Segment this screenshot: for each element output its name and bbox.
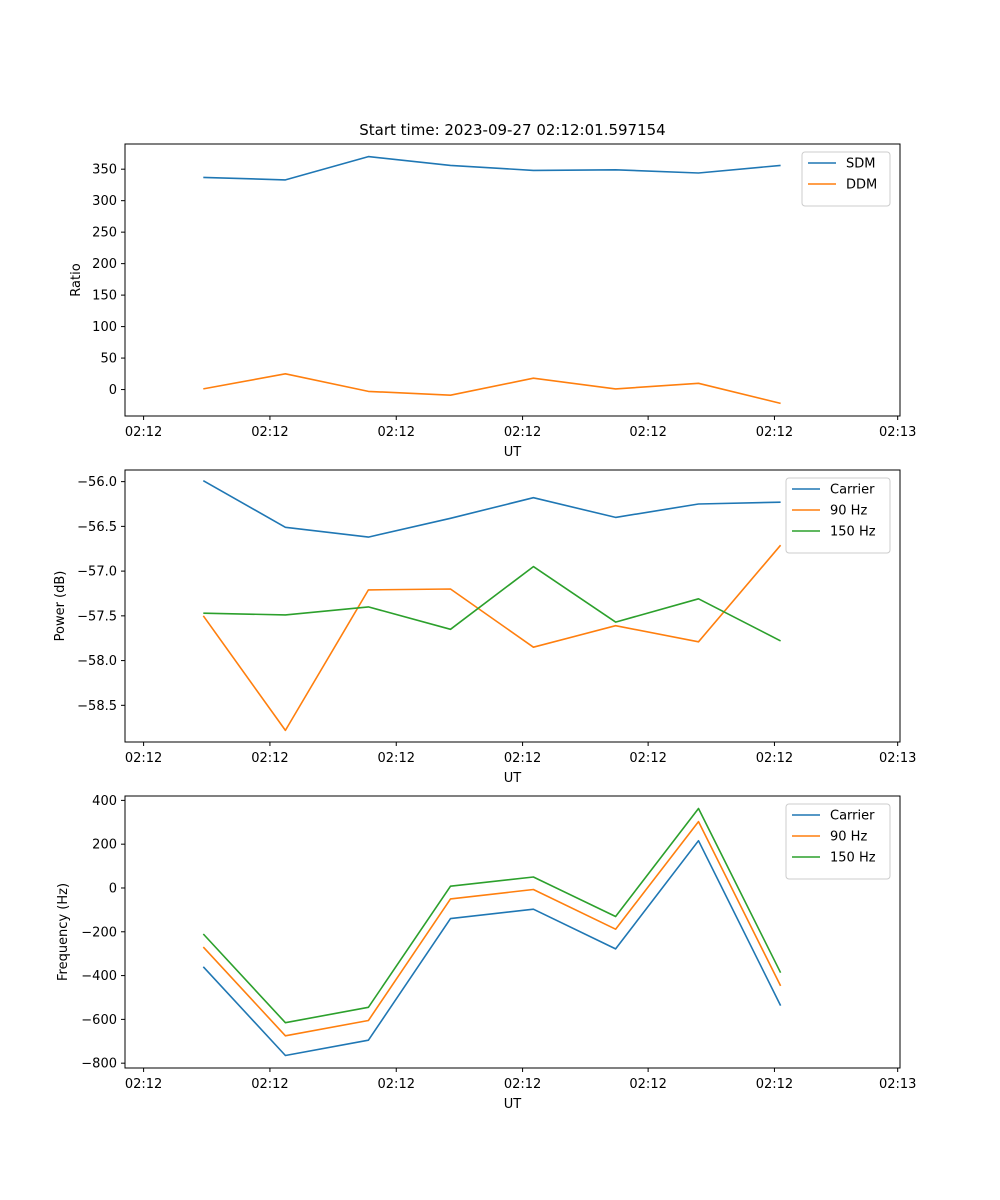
series-line-ddm: [203, 372, 781, 405]
x-tick-label: 02:12: [378, 425, 415, 440]
x-tick-label: 02:12: [378, 751, 415, 766]
legend-label: 150 Hz: [830, 851, 876, 866]
x-axis-label: UT: [504, 445, 522, 460]
y-tick-label: 0: [109, 881, 117, 896]
series-line-90-hz: [202, 544, 782, 732]
y-axis-label: Ratio: [69, 263, 84, 296]
series-line-150-hz: [202, 807, 782, 1024]
x-tick-label: 02:12: [251, 1077, 288, 1092]
plot-frame: [124, 143, 901, 417]
x-axis-label: UT: [504, 1097, 522, 1112]
y-tick-label: −58.5: [77, 699, 117, 714]
x-tick-label: 02:12: [504, 751, 541, 766]
x-tick-label: 02:13: [879, 1077, 916, 1092]
x-tick-label: 02:12: [756, 425, 793, 440]
x-tick-label: 02:12: [629, 751, 666, 766]
y-tick-label: −56.0: [77, 475, 117, 490]
chart-frequency: UT Frequency (Hz) 02:12 02:12 02:12 02:12 02…: [56, 794, 916, 1112]
legend: Carrier 90 Hz 150 Hz: [785, 803, 891, 880]
x-tick-label: 02:13: [879, 425, 916, 440]
plot-frame: [124, 795, 901, 1069]
x-tick-label: 02:12: [629, 425, 666, 440]
y-tick-label: 400: [92, 794, 117, 809]
y-tick-label: 350: [92, 163, 117, 178]
legend-label: Carrier: [830, 483, 875, 498]
legend: Carrier 90 Hz 150 Hz: [785, 477, 891, 554]
legend-box: [785, 803, 891, 880]
y-tick-label: 300: [92, 194, 117, 209]
chart-power: UT Power (dB) 02:12 02:12 02:12 02:12 02:12 0…: [53, 469, 916, 786]
legend-label: SDM: [846, 157, 875, 172]
y-tick-label: 50: [100, 352, 117, 367]
series-line-carrier: [202, 480, 781, 538]
legend-label: DDM: [846, 178, 877, 193]
y-axis-label: Power (dB): [53, 571, 68, 642]
legend-label: Carrier: [830, 809, 875, 824]
series-line-150-hz: [203, 565, 781, 642]
y-tick-label: 150: [92, 289, 117, 304]
series-line-carrier: [202, 839, 782, 1057]
legend-label: 90 Hz: [830, 504, 867, 519]
x-tick-label: 02:12: [125, 425, 162, 440]
y-tick-label: 200: [92, 257, 117, 272]
x-tick-label: 02:13: [879, 751, 916, 766]
series-line-90-hz: [202, 820, 782, 1037]
y-tick-label: 250: [92, 226, 117, 241]
y-tick-label: −400: [81, 969, 117, 984]
chart-title: Start time: 2023-09-27 02:12:01.597154: [359, 121, 665, 139]
x-tick-label: 02:12: [251, 751, 288, 766]
y-tick-label: 0: [109, 383, 117, 398]
x-tick-label: 02:12: [125, 751, 162, 766]
y-tick-label: −56.5: [77, 520, 117, 535]
legend-label: 90 Hz: [830, 830, 867, 845]
x-tick-label: 02:12: [504, 425, 541, 440]
x-tick-label: 02:12: [378, 1077, 415, 1092]
y-tick-label: −200: [81, 925, 117, 940]
y-tick-label: −58.0: [77, 654, 117, 669]
y-tick-label: 200: [92, 838, 117, 853]
legend: SDM DDM: [801, 151, 891, 207]
y-tick-label: −600: [81, 1013, 117, 1028]
x-tick-label: 02:12: [629, 1077, 666, 1092]
x-tick-label: 02:12: [504, 1077, 541, 1092]
x-tick-label: 02:12: [756, 751, 793, 766]
legend-box: [801, 151, 891, 207]
y-axis-label: Frequency (Hz): [56, 883, 71, 981]
series-line-sdm: [203, 155, 781, 181]
chart-ratio: Start time: 2023-09-27 02:12:01.597154 U…: [69, 121, 916, 460]
x-tick-label: 02:12: [251, 425, 288, 440]
y-tick-label: −57.5: [77, 609, 117, 624]
x-axis-label: UT: [504, 771, 522, 786]
plot-frame: [124, 469, 901, 743]
y-tick-label: −57.0: [77, 565, 117, 580]
y-tick-label: 100: [92, 320, 117, 335]
x-tick-label: 02:12: [756, 1077, 793, 1092]
legend-box: [785, 477, 891, 554]
x-tick-label: 02:12: [125, 1077, 162, 1092]
y-tick-label: −800: [81, 1057, 117, 1072]
legend-label: 150 Hz: [830, 525, 876, 540]
